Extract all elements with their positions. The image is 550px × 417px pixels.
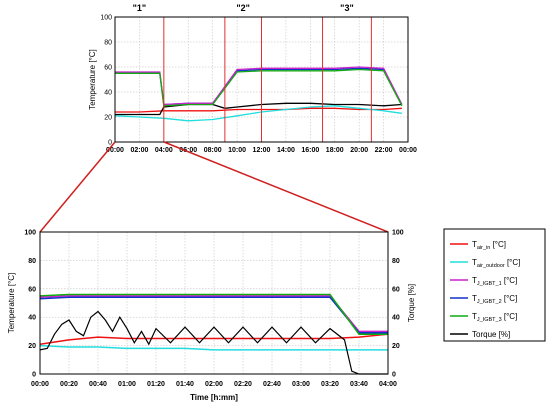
y-tick-label: 40 (104, 90, 112, 97)
x-tick-label: 04:00 (155, 147, 173, 154)
detail-series-1 (39, 344, 388, 351)
y2-tick-label: 60 (392, 286, 400, 293)
y-tick-label: 80 (28, 258, 36, 265)
legend-label-2: TJ_IGBT_1 [°C] (472, 276, 517, 287)
x-tick-label: 00:00 (31, 381, 49, 388)
y-tick-label: 100 (100, 15, 112, 22)
zoom-connector (39, 141, 389, 233)
x-tick-label: 01:20 (147, 381, 165, 388)
detail-chart: 0 20 40 60 80 100 0 20 40 60 80 100 00:00 00:20 00:40 0… (7, 230, 416, 403)
x-tick-label: 01:00 (118, 381, 136, 388)
x-tick-label: 02:40 (263, 381, 281, 388)
y-axis-label: Temperature [°C] (7, 273, 16, 334)
x-tick-label: 02:00 (130, 147, 148, 154)
x-tick-label: 06:00 (179, 147, 197, 154)
legend-box (443, 228, 546, 342)
y2-tick-label: 100 (392, 230, 404, 237)
detail-series-3 (39, 296, 388, 334)
y-tick-label: 60 (28, 286, 36, 293)
plot-frame (114, 16, 409, 143)
detail-series-0 (39, 333, 389, 345)
window-label-1: "1" (133, 3, 147, 13)
legend-label-0: Tair_in [°C] (472, 240, 506, 251)
overview-series-2 (115, 102, 402, 116)
y-tick-label: 60 (104, 65, 112, 72)
detail-series-4 (39, 293, 388, 335)
y2-tick-label: 40 (392, 315, 400, 322)
x-tick-label: 08:00 (204, 147, 222, 154)
zoom-line-left (39, 141, 116, 233)
legend-label-5: Torque [%] (472, 330, 510, 339)
x-tick-label: 12:00 (253, 147, 271, 154)
x-tick-label: 04:00 (379, 381, 397, 388)
x-tick-label: 18:00 (326, 147, 344, 154)
x-tick-label: 00:20 (60, 381, 78, 388)
legend-label-1: Tair_outdoor [°C] (472, 258, 520, 269)
x-tick-label: 14:00 (277, 147, 295, 154)
x-tick-label: 22:00 (375, 147, 393, 154)
detail-series-2 (39, 295, 388, 333)
overview-chart: "1" "2" "3" 0 20 40 60 80 100 00:00 02:00 04:00 06:0… (88, 3, 417, 154)
x-tick-label: 02:20 (234, 381, 252, 388)
y-tick-label: 20 (28, 343, 36, 350)
plot-frame (39, 231, 389, 375)
y-axis-label: Temperature [°C] (88, 49, 97, 110)
zoom-line-right (163, 141, 389, 233)
x-axis-label: Time [h:mm] (190, 393, 238, 402)
x-tick-label: 02:00 (205, 381, 223, 388)
x-tick-label: 00:40 (89, 381, 107, 388)
y2-tick-label: 80 (392, 258, 400, 265)
y-tick-label: 40 (28, 315, 36, 322)
x-tick-label: 10:00 (228, 147, 246, 154)
y-tick-label: 80 (104, 40, 112, 47)
window-label-2: "2" (236, 3, 250, 13)
legend-label-4: TJ_IGBT_3 [°C] (472, 312, 517, 323)
y-tick-label: 0 (32, 372, 36, 379)
y2-tick-label: 20 (392, 343, 400, 350)
y2-tick-label: 0 (392, 372, 396, 379)
x-tick-label: 01:40 (176, 381, 194, 388)
x-tick-label: 03:20 (321, 381, 339, 388)
y-tick-label: 100 (24, 230, 36, 237)
x-tick-label: 00:00 (106, 147, 124, 154)
y2-axis-label: Torque [%] (407, 284, 416, 322)
y-tick-label: 0 (108, 140, 112, 147)
x-tick-label: 20:00 (350, 147, 368, 154)
legend: Tair_in [°C] Tair_outdoor [°C] TJ_IGBT_1 [… (443, 228, 546, 342)
y-tick-label: 20 (104, 115, 112, 122)
x-tick-label: 16:00 (301, 147, 319, 154)
x-tick-label: 03:40 (350, 381, 368, 388)
x-tick-label: 00:00 (399, 147, 417, 154)
x-tick-label: 03:00 (292, 381, 310, 388)
legend-label-3: TJ_IGBT_2 [°C] (472, 294, 517, 305)
window-label-3: "3" (340, 3, 354, 13)
detail-series-5 (39, 310, 388, 375)
